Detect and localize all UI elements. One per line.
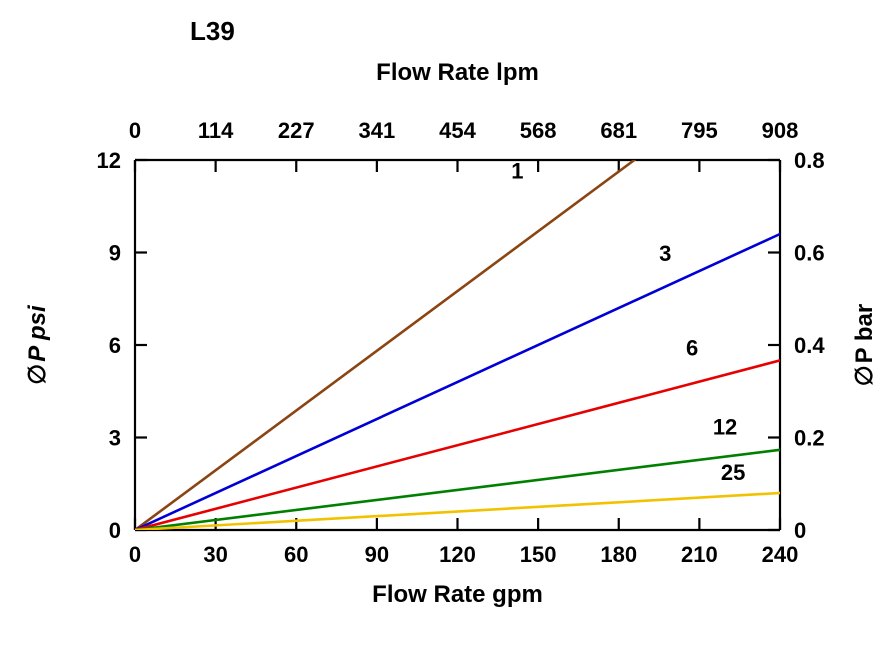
- svg-text:∅P bar: ∅P bar: [851, 304, 878, 387]
- y-left-tick-label: 0: [109, 518, 121, 543]
- x-top-tick-label: 795: [681, 118, 718, 143]
- series-label: 12: [713, 415, 737, 440]
- x-bottom-tick-label: 0: [129, 542, 141, 567]
- chart-svg: L39 Flow Rate lpm Flow Rate gpm ∅P psi ∅P ba…: [0, 0, 896, 660]
- y-left-axis-title: ∅P psi: [24, 304, 51, 385]
- series-label: 25: [721, 460, 745, 485]
- x-top-tick-label: 681: [600, 118, 637, 143]
- y-right-tick-label: 0.4: [794, 333, 825, 358]
- y-left-tick-label: 6: [109, 333, 121, 358]
- x-bottom-tick-label: 120: [439, 542, 476, 567]
- y-left-tick-label: 3: [109, 426, 121, 451]
- x-bottom-tick-label: 180: [600, 542, 637, 567]
- x-top-tick-label: 908: [762, 118, 799, 143]
- x-top-axis-title: Flow Rate lpm: [376, 59, 539, 86]
- y-right-tick-label: 0.2: [794, 426, 825, 451]
- y-right-tick-label: 0.8: [794, 148, 825, 173]
- chart-container: L39 Flow Rate lpm Flow Rate gpm ∅P psi ∅P ba…: [0, 0, 896, 660]
- x-bottom-tick-label: 60: [284, 542, 308, 567]
- svg-text:∅P psi: ∅P psi: [24, 304, 51, 385]
- x-top-tick-label: 568: [520, 118, 557, 143]
- x-bottom-axis-title: Flow Rate gpm: [372, 581, 543, 608]
- x-top-tick-label: 454: [439, 118, 476, 143]
- y-right-tick-label: 0: [794, 518, 806, 543]
- x-top-tick-label: 114: [198, 118, 234, 143]
- x-bottom-tick-label: 30: [203, 542, 227, 567]
- x-bottom-tick-label: 240: [762, 542, 799, 567]
- x-bottom-tick-label: 150: [520, 542, 557, 567]
- x-bottom-tick-label: 210: [681, 542, 718, 567]
- y-right-tick-label: 0.6: [794, 241, 825, 266]
- y-left-tick-label: 12: [97, 148, 121, 173]
- chart-title: L39: [190, 16, 235, 46]
- x-top-tick-label: 0: [129, 118, 141, 143]
- series-label: 6: [686, 335, 698, 360]
- series-label: 1: [511, 159, 523, 184]
- x-top-tick-label: 227: [278, 118, 315, 143]
- x-bottom-tick-label: 90: [365, 542, 389, 567]
- y-right-axis-title: ∅P bar: [851, 304, 878, 387]
- series-label: 3: [659, 241, 671, 266]
- x-top-tick-label: 341: [359, 118, 396, 143]
- y-left-tick-label: 9: [109, 241, 121, 266]
